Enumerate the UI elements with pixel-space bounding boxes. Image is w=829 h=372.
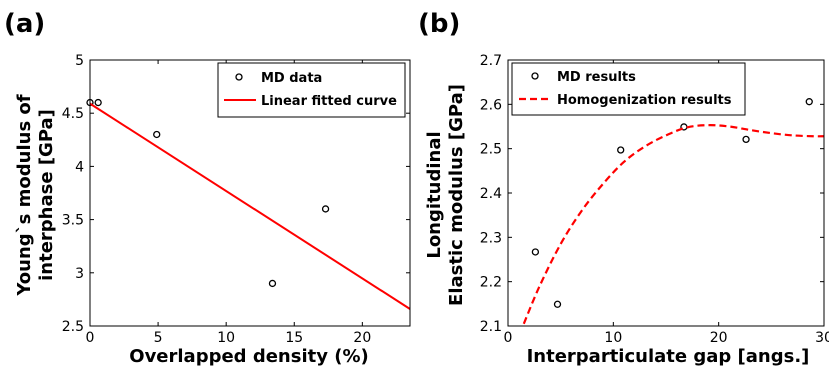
panel-a-md-point xyxy=(94,98,102,107)
panel-a-xtick-label: 15 xyxy=(285,330,303,346)
panel-b-legend-box xyxy=(511,62,746,116)
panel-a: (a) Young`s modulus of interphase [GPa] … xyxy=(4,9,411,367)
panel-a-axes-frame xyxy=(89,59,411,327)
panel-b-homogenization-curve xyxy=(522,124,825,325)
panel-a-ticks: 0 5 10 15 20 2.5 3 3.5 4 4.5 5 xyxy=(62,53,410,346)
panel-a-ytick-label: 3.5 xyxy=(62,213,84,229)
panel-b-ytick-label: 2.2 xyxy=(480,275,502,291)
panel-b-md-point xyxy=(742,135,750,144)
panel-a-md-point xyxy=(321,205,330,213)
panel-b-xlabel: Interparticulate gap [angs.] xyxy=(527,346,810,367)
panel-b-md-point xyxy=(553,300,562,308)
panel-b-legend-homogenization: Homogenization results xyxy=(557,93,732,108)
panel-b-legend-marker-md xyxy=(531,72,539,80)
panel-b-ylabel: Longitudinal Elastic modulus [GPa] xyxy=(424,84,467,306)
panel-a-ytick-label: 5 xyxy=(75,53,84,69)
panel-b-legend: MD results Homogenization results xyxy=(511,62,746,116)
panel-a-xtick-label: 20 xyxy=(353,330,371,346)
panel-a-legend-box xyxy=(217,62,406,118)
panel-b-axes-frame xyxy=(507,59,825,327)
panel-a-md-point xyxy=(153,130,161,139)
panel-a-ytick-label: 4 xyxy=(75,159,84,175)
panel-b-md-point xyxy=(617,146,625,154)
panel-b-xtick-label: 30 xyxy=(815,330,829,346)
panel-a-linear-fit-line xyxy=(89,102,411,310)
panel-b: (b) Longitudinal Elastic modulus [GPa] I… xyxy=(418,9,829,367)
panel-b-md-point xyxy=(805,98,813,106)
panel-b-xtick-label: 0 xyxy=(504,330,513,346)
panel-b-label: (b) xyxy=(418,9,460,39)
panel-b-ytick-label: 2.1 xyxy=(480,319,502,335)
panel-a-xlabel: Overlapped density (%) xyxy=(129,346,368,367)
panel-b-ticks: 0 10 20 30 2.1 2.2 2.3 2.4 2.5 2.6 2.7 xyxy=(480,53,829,346)
panel-b-ylabel-line-2: Elastic modulus [GPa] xyxy=(446,84,467,306)
panel-a-plot-area xyxy=(86,98,411,310)
panel-a-legend-marker-md xyxy=(235,73,243,81)
panel-b-ytick-label: 2.3 xyxy=(480,230,502,246)
panel-a-ytick-label: 2.5 xyxy=(62,319,84,335)
panel-b-ylabel-line-1: Longitudinal xyxy=(424,131,445,258)
panel-a-ylabel: Young`s modulus of interphase [GPa] xyxy=(14,94,57,296)
panel-a-ytick-label: 3 xyxy=(75,266,84,282)
panel-a-xtick-label: 10 xyxy=(217,330,235,346)
panel-a-label: (a) xyxy=(4,9,45,39)
panel-b-md-point xyxy=(531,248,540,256)
panel-b-plot-area xyxy=(522,98,825,325)
panel-b-xtick-label: 20 xyxy=(710,330,728,346)
panel-a-ylabel-line-1: Young`s modulus of xyxy=(14,94,35,296)
panel-a-legend: MD data Linear fitted curve xyxy=(217,62,406,118)
panel-b-ytick-label: 2.4 xyxy=(480,186,502,202)
panel-b-ytick-label: 2.6 xyxy=(480,97,502,113)
panel-a-legend-md-data: MD data xyxy=(261,71,322,86)
panel-b-legend-md-results: MD results xyxy=(557,70,636,85)
panel-b-xtick-label: 10 xyxy=(604,330,622,346)
panel-a-xtick-label: 5 xyxy=(154,330,163,346)
panel-a-md-point xyxy=(268,279,277,288)
panel-a-ylabel-line-2: interphase [GPa] xyxy=(36,109,57,281)
panel-a-ytick-label: 4.5 xyxy=(62,106,84,122)
panel-b-ytick-label: 2.7 xyxy=(480,53,502,69)
panel-b-ytick-label: 2.5 xyxy=(480,142,502,158)
panel-a-xtick-label: 0 xyxy=(86,330,95,346)
panel-a-legend-linear-fit: Linear fitted curve xyxy=(261,94,397,109)
